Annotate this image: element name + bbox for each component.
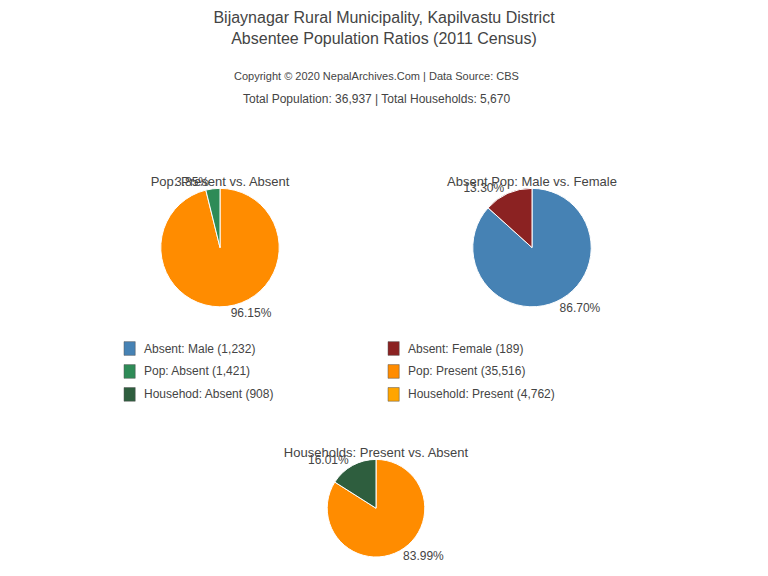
svg-text:Household: Present (4,762): Household: Present (4,762) (408, 387, 555, 401)
svg-text:86.70%: 86.70% (560, 301, 601, 315)
svg-text:Households: Present vs. Absent: Households: Present vs. Absent (284, 445, 469, 460)
svg-text:Total Population: 36,937 | Tot: Total Population: 36,937 | Total Househo… (243, 92, 510, 106)
svg-text:3.85%: 3.85% (175, 175, 209, 189)
svg-text:Househod: Absent (908): Househod: Absent (908) (144, 387, 273, 401)
svg-text:96.15%: 96.15% (231, 306, 272, 320)
svg-text:Pop: Present vs. Absent: Pop: Present vs. Absent (151, 174, 290, 189)
svg-text:Bijaynagar Rural Municipality,: Bijaynagar Rural Municipality, Kapilvast… (213, 9, 555, 47)
svg-text:83.99%: 83.99% (403, 549, 444, 563)
svg-text:Pop: Absent (1,421): Pop: Absent (1,421) (144, 364, 250, 378)
svg-text:Copyright © 2020 NepalArchives: Copyright © 2020 NepalArchives.Com | Dat… (234, 70, 519, 82)
svg-text:13.30%: 13.30% (463, 181, 504, 195)
svg-text:16.01%: 16.01% (308, 453, 349, 467)
svg-text:Absent: Male (1,232): Absent: Male (1,232) (144, 342, 255, 356)
svg-text:Absent: Female (189): Absent: Female (189) (408, 342, 523, 356)
svg-text:Absent Pop: Male vs. Female: Absent Pop: Male vs. Female (447, 174, 617, 189)
svg-text:Pop: Present (35,516): Pop: Present (35,516) (408, 364, 525, 378)
